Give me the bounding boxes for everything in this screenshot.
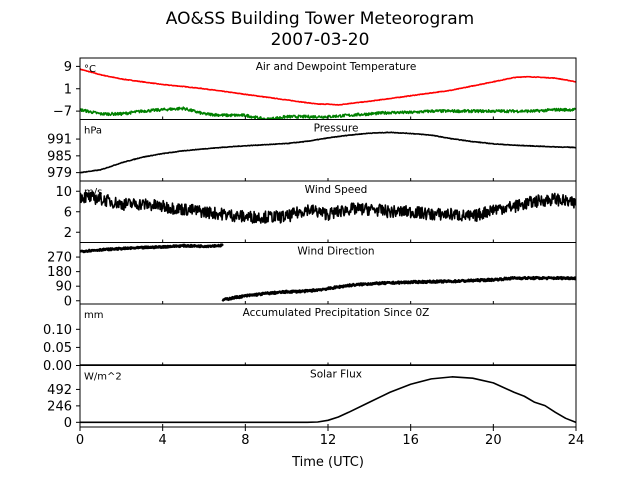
precip-ytick-label: 0.10: [43, 323, 72, 338]
windspeed-ytick-label: 2: [64, 226, 72, 241]
precip-ytick-label: 0.05: [43, 341, 72, 356]
x-tick-label: 0: [76, 433, 84, 448]
x-tick-label: 8: [241, 433, 249, 448]
x-tick-label: 20: [485, 433, 502, 448]
chart-subtitle: 2007-03-20: [271, 30, 370, 50]
winddir-panel-title: Wind Direction: [297, 246, 374, 258]
pressure-ytick-label: 979: [47, 166, 72, 181]
pressure-ytick-label: 985: [47, 149, 72, 164]
chart-title: AO&SS Building Tower Meteorogram: [166, 9, 474, 29]
precip-unit-label: mm: [84, 310, 103, 321]
temp-unit-label: °C: [84, 64, 96, 75]
panel-windspeed: 10 6 2 m/s Wind Speed: [55, 180, 577, 243]
windspeed-panel-title: Wind Speed: [305, 184, 368, 196]
pressure-ytick-label: 991: [47, 133, 72, 148]
panel-precip: 0.10 0.05 0.00 mm Accumulated Precipitation …: [43, 303, 577, 374]
temp-ytick-label: 1: [64, 82, 72, 97]
temp-series-0-line: [80, 68, 576, 106]
winddir-series-0-line: [80, 243, 224, 254]
windspeed-unit-label: m/s: [84, 187, 102, 198]
temp-series-1-line: [80, 106, 576, 120]
solar-ytick-label: 246: [47, 399, 72, 414]
pressure-series-0-line: [80, 131, 576, 174]
x-tick-label: 24: [568, 433, 585, 448]
windspeed-series-0-line: [80, 191, 576, 224]
windspeed-ytick-label: 6: [64, 205, 72, 220]
x-tick-label: 16: [402, 433, 419, 448]
winddir-series-1-line: [221, 275, 576, 302]
winddir-ytick-label: 90: [55, 280, 72, 295]
panel-temp: 9 1 −7 °C Air and Dewpoint Temperature: [53, 57, 577, 120]
solar-ytick-label: 492: [47, 383, 72, 398]
temp-ytick-label: −7: [53, 105, 72, 120]
precip-ytick-label: 0.00: [43, 359, 72, 374]
solar-ytick-label: 0: [64, 416, 72, 431]
solar-series-0-line: [80, 376, 576, 424]
pressure-unit-label: hPa: [84, 126, 102, 137]
solar-panel-title: Solar Flux: [310, 369, 362, 381]
winddir-ytick-label: 180: [47, 265, 72, 280]
windspeed-ytick-label: 10: [55, 185, 72, 200]
pressure-panel-title: Pressure: [314, 123, 359, 135]
x-tick-label: 12: [320, 433, 337, 448]
solar-unit-label: W/m^2: [84, 372, 122, 383]
x-tick-label: 4: [159, 433, 167, 448]
winddir-ytick-label: 0: [64, 294, 72, 309]
precip-panel-title: Accumulated Precipitation Since 0Z: [243, 307, 430, 319]
temp-panel-title: Air and Dewpoint Temperature: [256, 61, 417, 73]
winddir-ytick-label: 270: [47, 251, 72, 266]
temp-ytick-label: 9: [64, 60, 72, 75]
x-axis-label: Time (UTC): [291, 455, 364, 470]
